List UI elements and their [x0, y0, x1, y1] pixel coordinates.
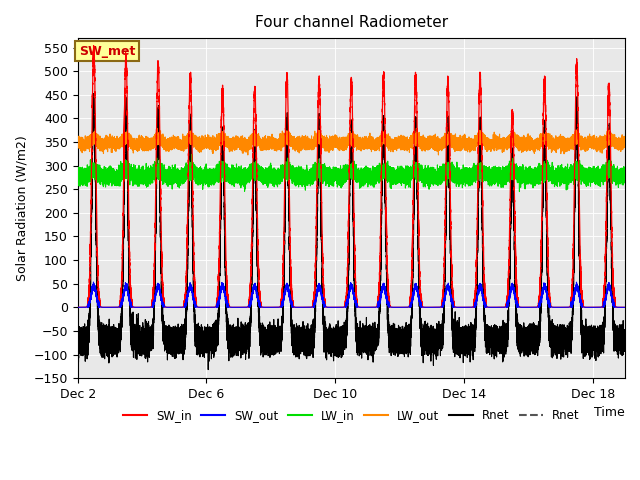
Rnet [74, 332, 81, 337]
SW_in [388, 304, 396, 310]
LW_out [136, 143, 144, 149]
LW_out [209, 143, 217, 148]
LW_out [74, 138, 81, 144]
LW_out [413, 125, 420, 131]
Rnet [506, 269, 513, 275]
SW_in [136, 304, 144, 310]
Rnet [136, 330, 144, 336]
SW_out [136, 304, 144, 310]
Rnet [204, 367, 212, 372]
Line: SW_in: SW_in [77, 46, 625, 307]
LW_in [447, 165, 455, 170]
SW_out [74, 304, 81, 310]
SW_out [90, 279, 97, 285]
Y-axis label: Solar Radiation (W/m2): Solar Radiation (W/m2) [15, 135, 28, 281]
Legend: SW_in, SW_out, LW_in, LW_out, Rnet, Rnet: SW_in, SW_out, LW_in, LW_out, Rnet, Rnet [118, 404, 584, 427]
Rnet [447, 281, 455, 287]
LW_out [447, 140, 455, 146]
LW_out [388, 141, 396, 146]
LW_in [188, 151, 196, 157]
Rnet [90, 91, 97, 96]
Title: Four channel Radiometer: Four channel Radiometer [255, 15, 448, 30]
Rnet [621, 329, 629, 335]
LW_out [426, 142, 434, 148]
LW_out [244, 152, 252, 158]
Line: LW_out: LW_out [77, 128, 625, 155]
LW_in [621, 169, 629, 175]
Rnet [388, 348, 396, 354]
LW_out [506, 137, 513, 143]
LW_in [74, 169, 81, 175]
LW_in [426, 169, 434, 175]
Rnet [447, 281, 455, 287]
SW_out [209, 304, 217, 310]
SW_in [506, 224, 513, 230]
SW_out [426, 304, 434, 310]
Rnet [204, 367, 212, 372]
Rnet [90, 91, 97, 96]
LW_in [136, 172, 144, 178]
SW_out [506, 292, 513, 298]
Rnet [426, 337, 434, 343]
Rnet [426, 337, 434, 343]
LW_in [516, 189, 524, 194]
X-axis label: Time: Time [595, 407, 625, 420]
Rnet [388, 348, 396, 354]
Rnet [136, 330, 144, 336]
Line: Rnet: Rnet [77, 94, 625, 370]
SW_in [74, 304, 81, 310]
SW_out [447, 299, 455, 305]
Rnet [74, 332, 81, 337]
Rnet [209, 329, 217, 335]
Rnet [621, 329, 629, 335]
LW_out [621, 140, 629, 146]
SW_in [447, 240, 455, 246]
LW_in [388, 168, 396, 174]
Line: LW_in: LW_in [77, 154, 625, 192]
Line: Rnet: Rnet [77, 94, 625, 370]
Line: SW_out: SW_out [77, 282, 625, 307]
Text: SW_met: SW_met [79, 45, 136, 58]
LW_in [506, 174, 513, 180]
SW_out [621, 304, 629, 310]
SW_out [84, 304, 92, 310]
SW_in [621, 304, 629, 310]
SW_in [90, 43, 97, 48]
Rnet [506, 269, 513, 275]
Rnet [209, 329, 217, 335]
SW_in [209, 304, 217, 310]
LW_in [209, 170, 217, 176]
SW_in [84, 304, 92, 310]
SW_out [388, 304, 396, 310]
SW_in [426, 304, 434, 310]
